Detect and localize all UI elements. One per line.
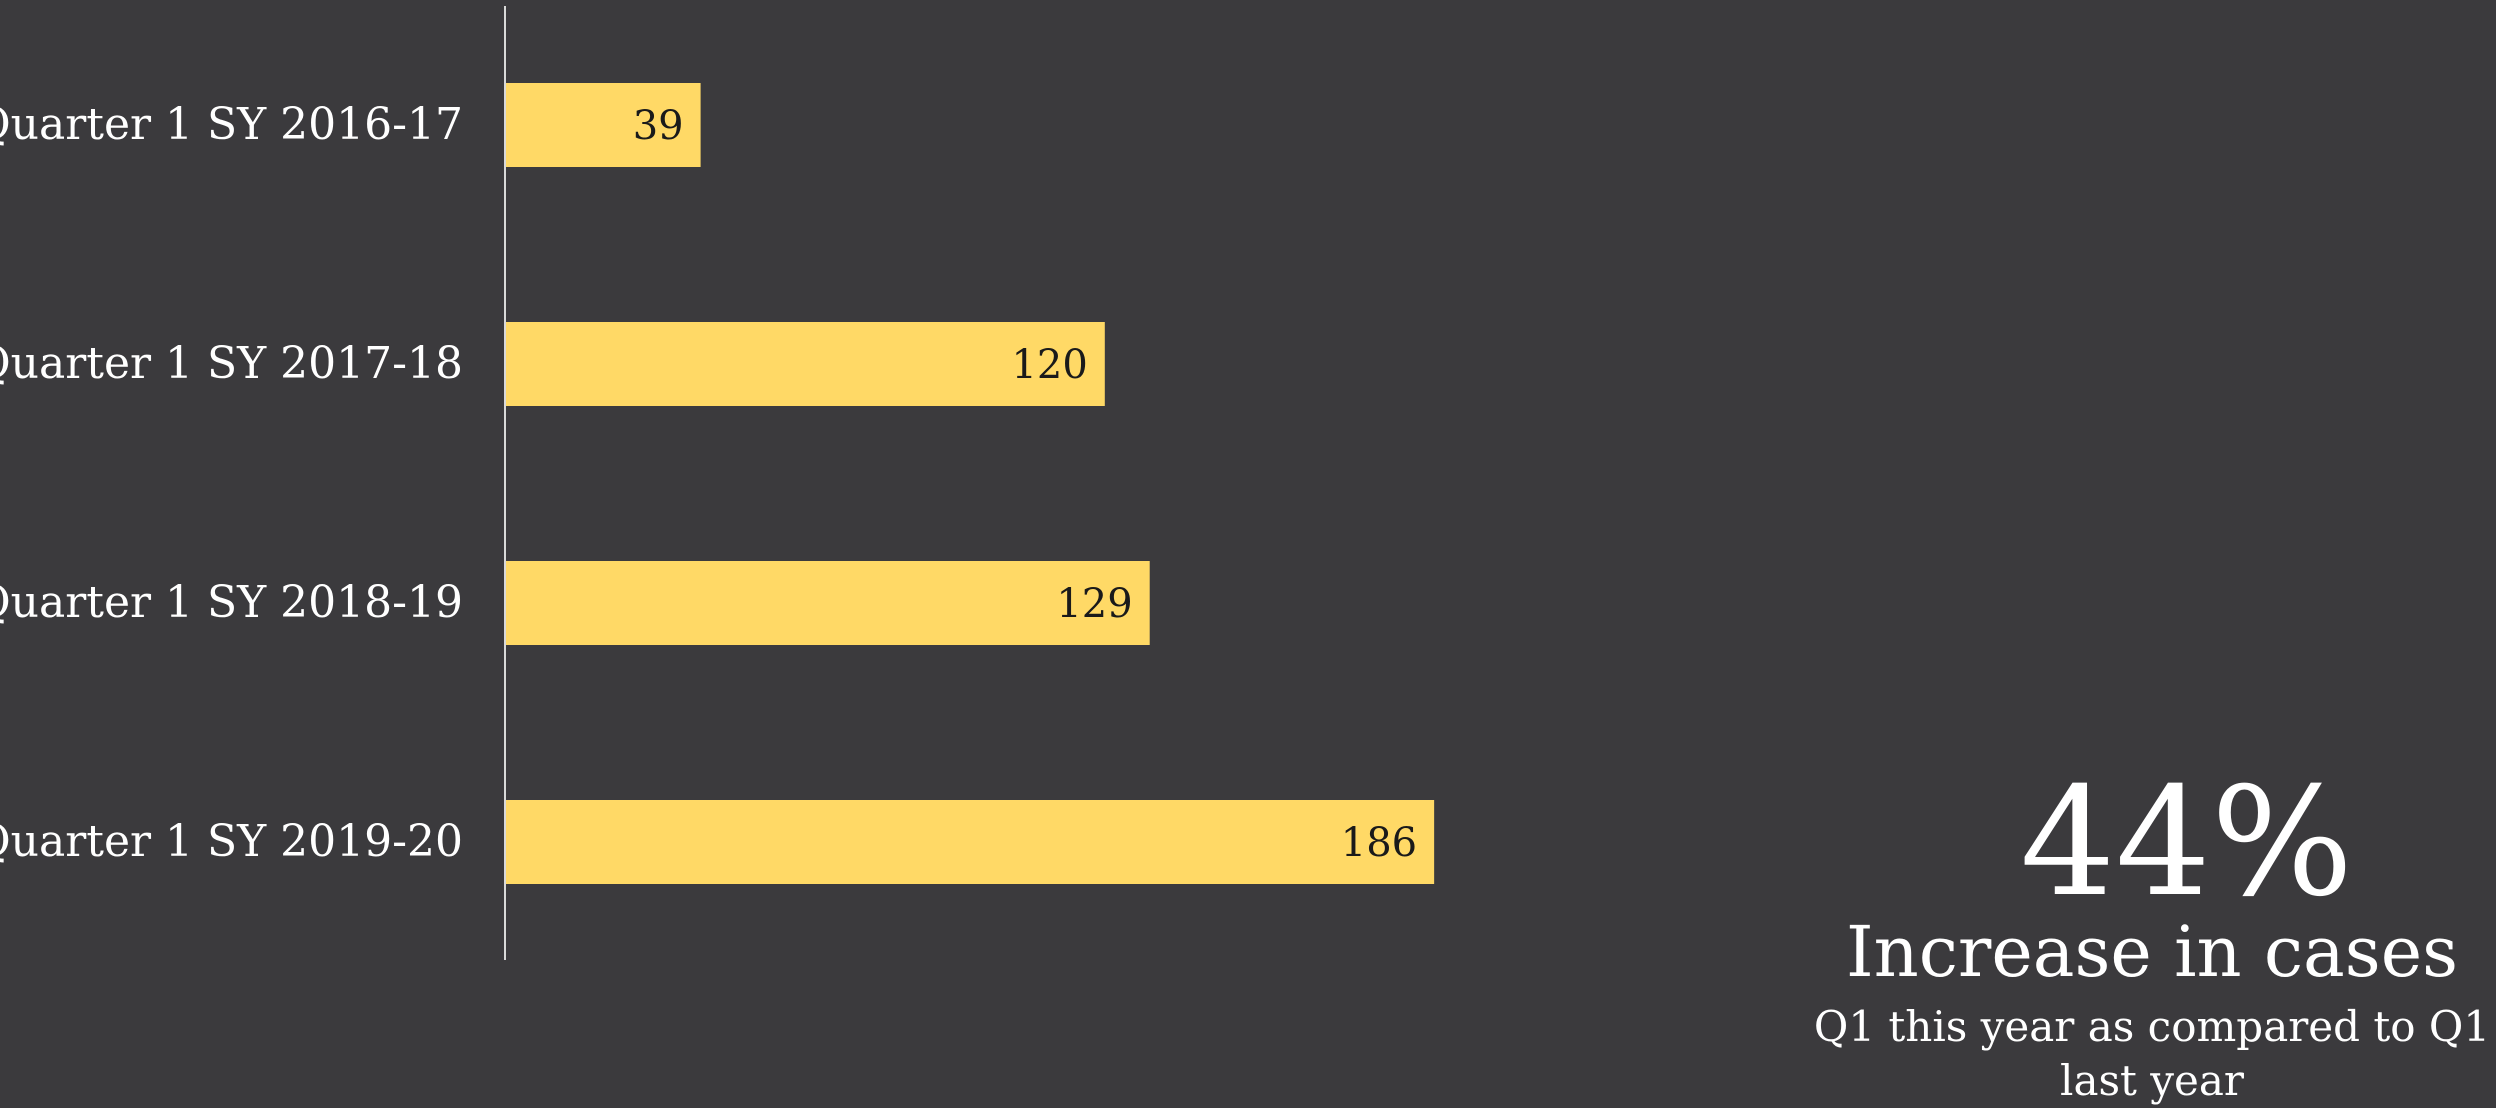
category-label: Quarter 1 SY 2017-18 bbox=[0, 338, 463, 389]
bar-value-label: 186 bbox=[1341, 820, 1417, 866]
bar-value-label: 129 bbox=[1056, 581, 1132, 627]
category-label: Quarter 1 SY 2016-17 bbox=[0, 99, 463, 150]
category-label: Quarter 1 SY 2018-19 bbox=[0, 577, 463, 628]
bar-value-label: 120 bbox=[1011, 342, 1087, 388]
percent-increase-value: 44% bbox=[2020, 756, 2354, 930]
labels-layer: 39 Quarter 1 SY 2016-17 120 Quarter 1 SY 20… bbox=[0, 99, 1417, 867]
callout-heading: Increase in cases bbox=[1845, 911, 2459, 993]
category-label: Quarter 1 SY 2019-20 bbox=[0, 816, 463, 867]
bar-3 bbox=[506, 561, 1150, 645]
bar-4 bbox=[506, 800, 1435, 884]
callout-subtext: Q1 this year as compared to Q1 last year bbox=[1813, 1002, 2491, 1105]
bar-2 bbox=[506, 322, 1105, 406]
bar-value-label: 39 bbox=[633, 103, 684, 149]
bar-1 bbox=[506, 83, 701, 167]
bars-layer bbox=[506, 83, 1435, 884]
